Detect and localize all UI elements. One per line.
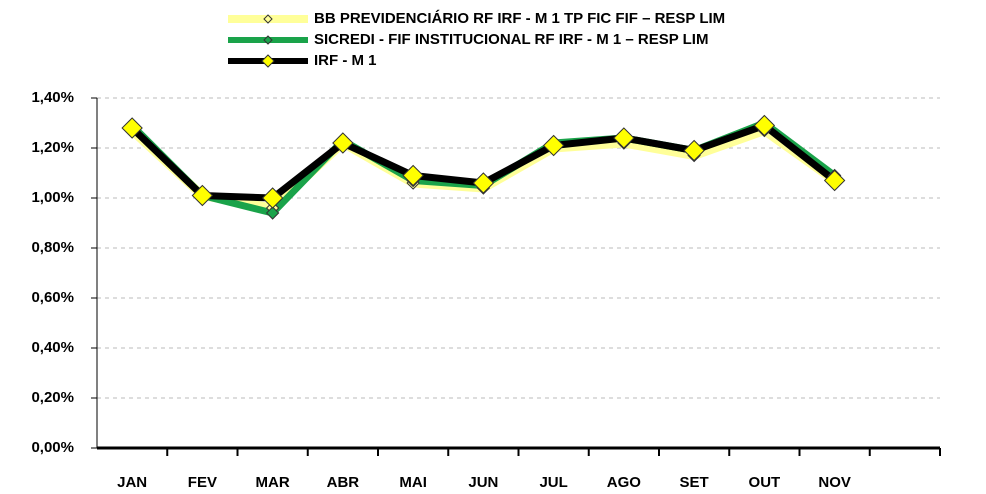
- x-tick-label: MAI: [399, 474, 427, 491]
- data-point: [265, 206, 280, 220]
- data-point: [823, 169, 846, 192]
- legend-marker: [263, 14, 273, 24]
- data-point: [402, 164, 424, 187]
- data-point: [261, 187, 284, 209]
- data-point: [472, 172, 495, 194]
- x-tick-label: JUL: [539, 474, 567, 491]
- data-point: [191, 184, 214, 207]
- data-point: [613, 127, 635, 149]
- data-point: [542, 134, 565, 157]
- y-tick-label: 1,20%: [31, 139, 74, 156]
- data-point: [753, 114, 776, 137]
- y-tick-label: 0,20%: [31, 389, 74, 406]
- x-tick-label: AGO: [607, 474, 642, 491]
- legend-label: SICREDI - FIF INSTITUCIONAL RF IRF - M 1…: [314, 31, 708, 48]
- x-tick-label: ABR: [327, 474, 360, 491]
- y-tick-label: 0,00%: [31, 439, 74, 456]
- x-tick-label: JAN: [117, 474, 147, 491]
- legend-label: IRF - M 1: [314, 52, 377, 69]
- x-tick-label: SET: [680, 474, 709, 491]
- x-tick-label: MAR: [256, 474, 290, 491]
- x-tick-label: FEV: [188, 474, 217, 491]
- data-point: [683, 139, 705, 162]
- y-tick-label: 1,00%: [31, 189, 74, 206]
- x-tick-label: NOV: [818, 474, 851, 491]
- legend-marker: [261, 54, 275, 68]
- y-tick-label: 1,40%: [31, 89, 74, 106]
- y-tick-label: 0,40%: [31, 339, 74, 356]
- x-tick-label: OUT: [749, 474, 781, 491]
- x-tick-label: JUN: [468, 474, 498, 491]
- legend-label: BB PREVIDENCIÁRIO RF IRF - M 1 TP FIC FI…: [314, 10, 725, 27]
- legend-marker: [263, 35, 273, 45]
- data-point: [332, 132, 354, 154]
- y-tick-label: 0,60%: [31, 289, 74, 306]
- y-tick-label: 0,80%: [31, 239, 74, 256]
- data-point: [121, 117, 143, 139]
